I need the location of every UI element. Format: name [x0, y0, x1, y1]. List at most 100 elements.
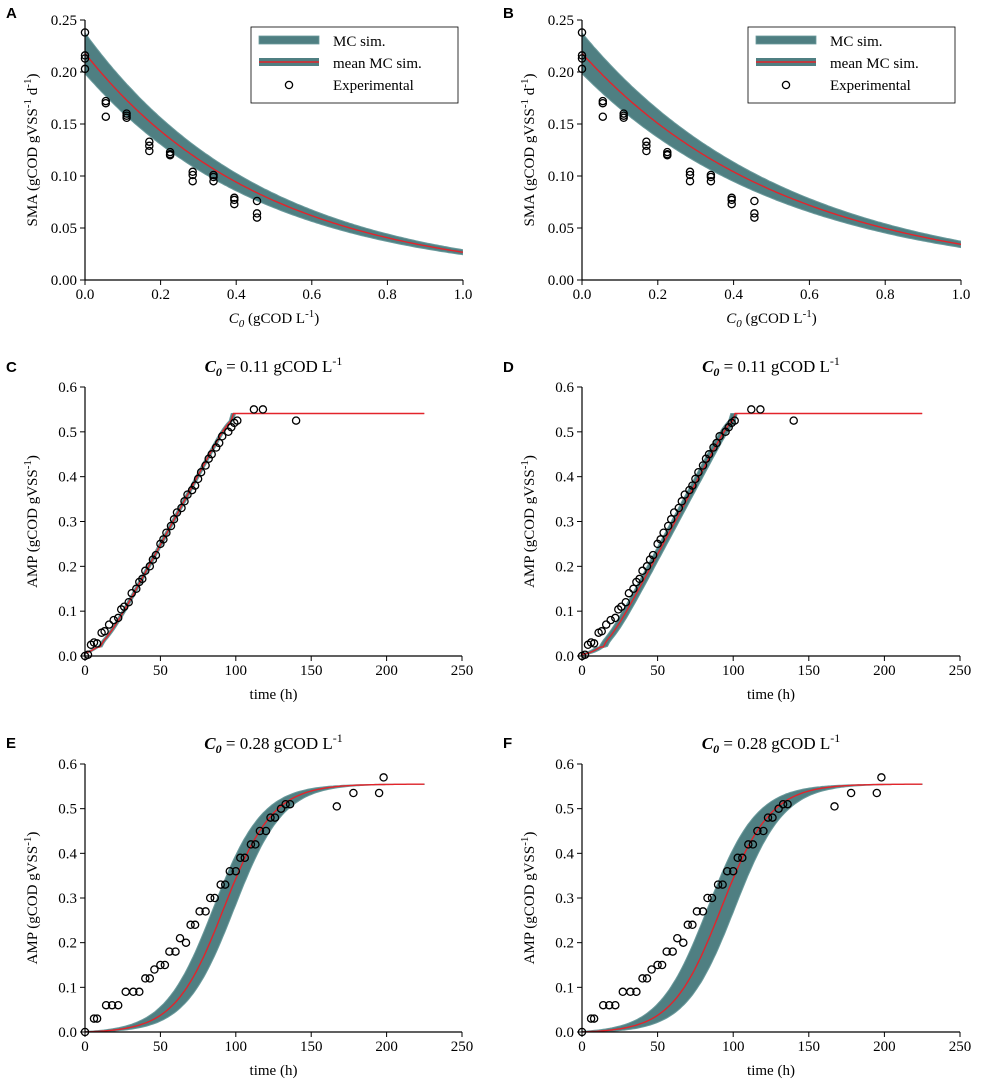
experimental-point: [207, 450, 216, 459]
x-tick-label: 100: [225, 663, 248, 679]
experimental-point: [129, 987, 138, 997]
experimental-point: [101, 1000, 111, 1010]
experimental-point: [231, 866, 241, 876]
y-tick-label: 0.5: [58, 425, 77, 441]
experimental-point: [291, 416, 301, 425]
experimental-point: [617, 602, 626, 611]
experimental-point: [783, 799, 792, 809]
legend-label: MC sim.: [333, 34, 386, 50]
experimental-point: [626, 987, 635, 997]
experimental-point: [685, 176, 695, 186]
experimental-point: [653, 960, 662, 970]
experimental-point: [374, 788, 384, 798]
legend-swatch-marker: [781, 80, 791, 90]
y-tick-label: 0.4: [58, 846, 77, 862]
experimental-point: [135, 987, 144, 997]
experimental-point: [252, 209, 262, 218]
legend-label: mean MC sim.: [333, 56, 422, 72]
experimental-point: [692, 907, 702, 916]
experimental-point: [738, 853, 747, 863]
experimental-point: [101, 98, 111, 108]
experimental-point: [632, 987, 641, 997]
y-tick-label: 0.4: [58, 470, 77, 486]
y-tick-label: 0.0: [555, 649, 574, 665]
y-tick-label: 0.20: [548, 65, 574, 81]
experimental-point: [642, 141, 651, 151]
x-tick-label: 250: [451, 663, 474, 679]
experimental-point: [666, 515, 676, 524]
x-axis-label: C0 (gCOD L-1): [229, 308, 320, 330]
experimental-point: [281, 799, 290, 809]
experimental-point: [230, 195, 239, 205]
x-tick-label: 0: [81, 663, 89, 679]
experimental-point: [107, 1000, 117, 1010]
experimental-point: [252, 213, 262, 222]
experimental-point: [748, 840, 758, 849]
legend-label: Experimental: [830, 78, 911, 94]
experimental-point: [606, 615, 615, 625]
x-tick-label: 150: [300, 1039, 323, 1055]
experimental-point: [688, 481, 697, 490]
experimental-point: [621, 597, 631, 607]
experimental-point: [145, 141, 154, 151]
y-axis-label: AMP (gCOD gVSS-1): [22, 455, 41, 588]
legend-swatch-band: [258, 35, 320, 45]
experimental-point: [598, 1000, 608, 1010]
experimental-point: [285, 799, 295, 809]
experimental-point: [183, 490, 192, 499]
experimental-point: [195, 907, 204, 916]
experimental-point: [715, 432, 724, 441]
experimental-point: [619, 113, 628, 123]
experimental-point: [604, 1000, 614, 1010]
experimental-point: [586, 1014, 596, 1023]
x-tick-label: 200: [375, 1039, 398, 1055]
experimental-point: [141, 974, 150, 983]
y-tick-label: 0.05: [51, 221, 77, 237]
experimental-point: [691, 474, 700, 484]
y-tick-label: 0.0: [58, 649, 77, 665]
x-tick-label: 200: [375, 663, 398, 679]
experimental-point: [225, 866, 235, 876]
y-tick-label: 0.3: [58, 891, 77, 907]
experimental-point: [698, 461, 708, 470]
chart-title: C0 = 0.11 gCOD L-1: [205, 354, 343, 379]
experimental-point: [759, 826, 768, 836]
chart-title: C0 = 0.11 gCOD L-1: [702, 354, 840, 379]
experimental-point: [188, 167, 197, 177]
experimental-point: [89, 1014, 99, 1023]
experimental-point: [877, 773, 886, 782]
experimental-point: [642, 137, 651, 146]
x-tick-label: 200: [873, 663, 896, 679]
y-tick-label: 0.1: [555, 604, 574, 620]
experimental-point: [216, 880, 225, 889]
y-tick-label: 0.10: [51, 169, 77, 185]
x-tick-label: 100: [722, 663, 745, 679]
x-tick-label: 200: [873, 1039, 896, 1055]
mc-sim-band: [582, 413, 923, 656]
panel-letter: C: [6, 359, 17, 376]
experimental-point: [707, 893, 717, 903]
y-axis-label: SMA (gCOD gVSS-1 d-1): [22, 74, 41, 227]
experimental-point: [349, 788, 358, 798]
experimental-point: [647, 965, 656, 974]
experimental-point: [162, 528, 171, 537]
x-tick-label: 0: [81, 1039, 89, 1055]
experimental-point: [261, 826, 271, 836]
experimental-point: [166, 521, 176, 531]
experimental-point: [750, 209, 759, 218]
y-tick-label: 0.3: [58, 515, 77, 531]
experimental-point: [733, 853, 742, 863]
y-axis-label: AMP (gCOD gVSS-1): [22, 832, 41, 965]
x-tick-label: 0.8: [378, 287, 397, 303]
experimental-point: [122, 113, 131, 123]
y-tick-label: 0.1: [58, 604, 77, 620]
experimental-point: [774, 804, 783, 813]
plot-area: [582, 412, 923, 656]
y-tick-label: 0.2: [555, 936, 574, 952]
x-tick-label: 0: [578, 1039, 586, 1055]
experimental-point: [846, 788, 856, 798]
mean-mc-sim-line: [85, 783, 425, 1032]
x-tick-label: 0.2: [648, 287, 667, 303]
experimental-point: [657, 960, 667, 970]
